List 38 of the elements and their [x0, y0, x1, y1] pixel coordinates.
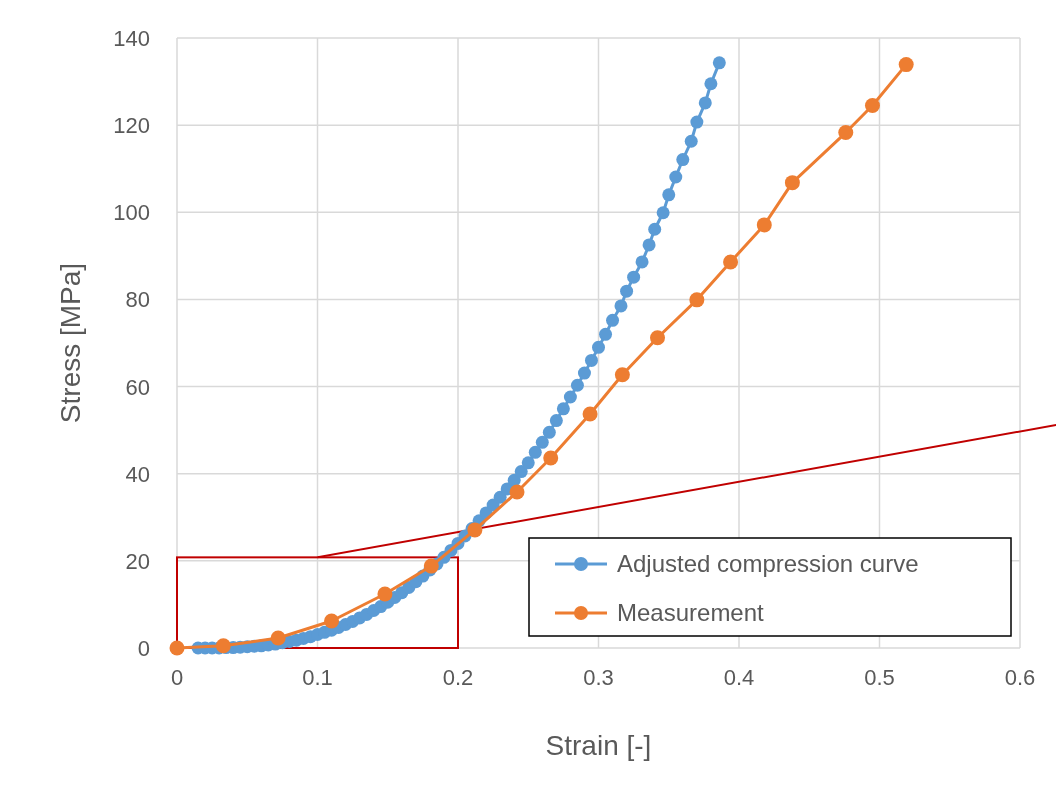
x-tick-label: 0.3	[583, 665, 614, 690]
legend-label: Adjusted compression curve	[617, 550, 919, 577]
point	[838, 125, 854, 141]
y-tick-label: 20	[125, 548, 150, 574]
x-tick-label: 0.1	[302, 665, 333, 690]
point	[784, 175, 800, 191]
y-tick-label: 120	[113, 113, 150, 139]
legend-label: Measurement	[617, 599, 765, 626]
y-tick-label: 100	[113, 200, 150, 226]
x-tick-label: 0.4	[723, 665, 755, 690]
y-tick-label: 40	[125, 461, 150, 487]
point	[509, 484, 525, 500]
point	[689, 292, 705, 308]
x-tick-label: 0	[170, 665, 184, 690]
y-axis-title: Stress [MPa]	[55, 262, 86, 424]
x-tick-label: 0.2	[442, 665, 474, 690]
point	[467, 522, 483, 538]
x-tick-label: 0.6	[1004, 665, 1036, 690]
point	[543, 450, 559, 466]
point	[215, 638, 231, 654]
point	[423, 558, 439, 574]
point	[324, 613, 340, 629]
point	[377, 586, 393, 602]
y-tick-label: 80	[125, 287, 150, 313]
y-tick-label: 60	[125, 374, 150, 400]
y-tick-label: 0	[137, 636, 150, 661]
point	[864, 98, 880, 114]
x-axis-title: Strain [-]	[545, 730, 652, 761]
point	[582, 406, 598, 422]
point	[756, 217, 772, 233]
point	[898, 57, 914, 73]
y-tick-label: 140	[113, 26, 150, 51]
point	[614, 367, 630, 383]
point	[270, 630, 286, 646]
point	[650, 330, 666, 346]
point	[723, 254, 739, 270]
point	[169, 640, 185, 656]
x-tick-label: 0.5	[864, 665, 895, 690]
